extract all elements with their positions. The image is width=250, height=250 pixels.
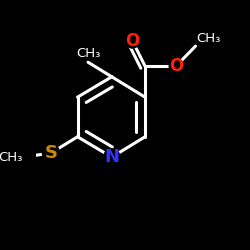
Circle shape <box>104 149 120 165</box>
Text: CH₃: CH₃ <box>0 151 22 164</box>
Circle shape <box>42 144 59 162</box>
Text: O: O <box>126 32 140 50</box>
Text: S: S <box>44 144 58 162</box>
Circle shape <box>126 34 140 48</box>
Circle shape <box>169 59 183 73</box>
Text: N: N <box>104 148 119 166</box>
Text: O: O <box>169 57 183 75</box>
Text: CH₃: CH₃ <box>76 47 100 60</box>
Text: CH₃: CH₃ <box>196 32 221 45</box>
